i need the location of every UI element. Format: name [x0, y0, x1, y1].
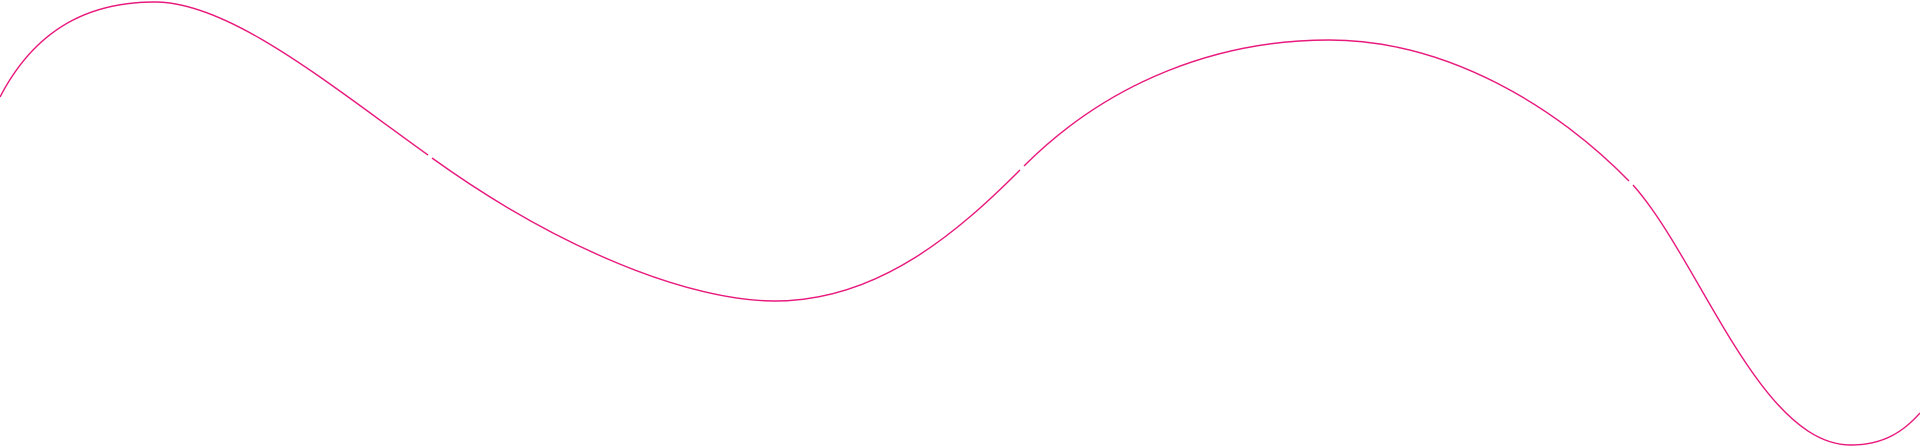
wave-segment-3 [1023, 39, 1630, 182]
wave-segment-1 [0, 1, 429, 156]
wave-segment-2 [431, 157, 1021, 302]
wave-segment-4 [1632, 184, 1920, 446]
